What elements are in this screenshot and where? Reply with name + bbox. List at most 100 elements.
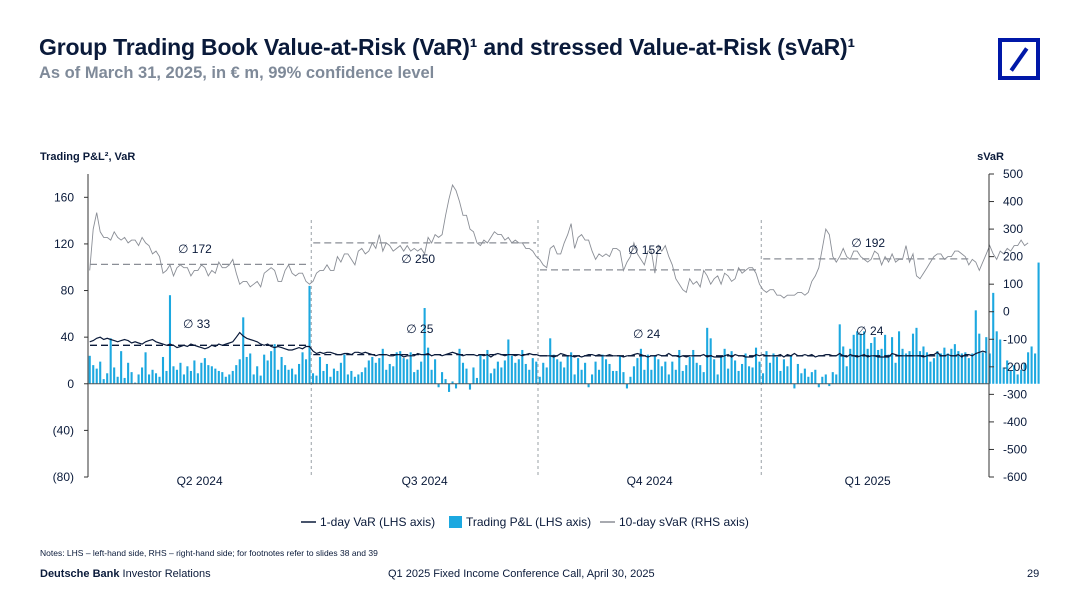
pnl-bar — [528, 369, 531, 384]
svar-average-label: ∅ 192 — [851, 236, 885, 250]
pnl-bar — [727, 368, 730, 384]
pnl-bar — [737, 370, 740, 384]
pnl-bar — [448, 383, 451, 392]
pnl-bar — [256, 366, 259, 384]
pnl-bar — [482, 359, 485, 384]
page-number: 29 — [1027, 568, 1040, 580]
pnl-bar — [350, 370, 353, 384]
pnl-bar — [437, 383, 440, 388]
pnl-bar — [559, 361, 562, 384]
pnl-bar — [374, 362, 377, 384]
pnl-bar — [1020, 369, 1023, 384]
pnl-bar — [249, 353, 252, 384]
pnl-bar — [106, 373, 109, 384]
pnl-bar — [667, 374, 670, 384]
pnl-bar — [985, 337, 988, 384]
pnl-bar — [489, 373, 492, 384]
pnl-bar — [165, 370, 168, 384]
quarter-label: Q4 2024 — [627, 474, 673, 488]
pnl-bar — [475, 377, 478, 384]
pnl-bar — [754, 347, 758, 384]
pnl-bar — [758, 361, 761, 384]
pnl-bar — [493, 368, 496, 384]
svar-average-label: ∅ 172 — [178, 242, 212, 256]
footer-brand: Deutsche Bank Investor Relations — [40, 568, 211, 580]
pnl-bar — [392, 366, 395, 384]
pnl-bar — [891, 337, 894, 384]
pnl-bar — [925, 352, 928, 384]
pnl-bar — [221, 372, 224, 384]
pnl-bar — [367, 360, 370, 384]
pnl-bar — [123, 377, 126, 384]
pnl-bar — [458, 348, 461, 384]
pnl-bar — [831, 372, 834, 384]
rhs-tick-label: 200 — [1003, 250, 1023, 264]
pnl-bar — [315, 375, 318, 384]
pnl-bar — [259, 375, 262, 384]
pnl-bar — [936, 351, 939, 384]
pnl-bar — [964, 352, 967, 384]
pnl-bar — [803, 368, 806, 384]
pnl-bar — [880, 348, 883, 384]
pnl-bar — [535, 361, 538, 384]
pnl-bar — [967, 358, 970, 384]
pnl-bar — [894, 362, 897, 384]
rhs-tick-label: 100 — [1003, 277, 1023, 291]
pnl-bar — [898, 331, 901, 384]
pnl-bar — [538, 376, 541, 384]
pnl-bar — [960, 353, 963, 384]
pnl-bar — [772, 353, 775, 384]
rhs-tick-label: -100 — [1003, 332, 1027, 346]
legend-var-label: 1-day VaR (LHS axis) — [320, 515, 435, 529]
pnl-bar — [1030, 346, 1033, 384]
page-subtitle: As of March 31, 2025, in € m, 99% confid… — [39, 64, 435, 82]
pnl-bar — [217, 370, 220, 384]
pnl-bar — [800, 373, 803, 384]
pnl-bar — [653, 355, 656, 384]
pnl-bar — [632, 366, 635, 384]
legend-pnl-swatch — [449, 516, 462, 528]
pnl-bar — [434, 359, 437, 384]
pnl-bar — [284, 365, 287, 384]
pnl-bar — [908, 351, 911, 384]
pnl-bar — [214, 368, 217, 384]
pnl-bar — [859, 333, 862, 384]
pnl-bar — [702, 372, 705, 384]
pnl-bar — [134, 382, 137, 384]
pnl-bar — [524, 363, 527, 384]
pnl-bar — [591, 374, 594, 384]
pnl-bar — [810, 372, 813, 384]
pnl-bar — [587, 383, 590, 388]
pnl-bar — [901, 348, 904, 384]
pnl-bar — [877, 349, 880, 384]
lhs-tick-label: 160 — [54, 190, 74, 204]
pnl-bar — [723, 348, 726, 384]
pnl-bar — [468, 383, 472, 390]
pnl-bar — [1027, 352, 1030, 384]
pnl-bar — [817, 383, 820, 388]
pnl-bar — [828, 383, 831, 387]
pnl-bar — [911, 333, 915, 384]
pnl-bar — [716, 374, 719, 384]
var-average-label: ∅ 25 — [406, 322, 433, 336]
lhs-axis-label: Trading P&L², VaR — [40, 151, 135, 163]
pnl-bar — [971, 353, 974, 384]
pnl-bar — [465, 368, 468, 384]
pnl-bar — [238, 359, 241, 384]
pnl-bar — [789, 355, 792, 384]
pnl-bar — [1016, 374, 1019, 384]
pnl-bar — [336, 370, 339, 384]
pnl-bar — [779, 370, 782, 384]
pnl-bar — [113, 367, 116, 384]
lhs-tick-label: 80 — [61, 284, 75, 298]
pnl-bar — [601, 354, 604, 384]
pnl-bar — [629, 376, 632, 384]
lhs-tick-label: 120 — [54, 237, 74, 251]
pnl-bar — [1037, 262, 1040, 384]
pnl-bar — [887, 354, 890, 384]
pnl-bar — [531, 358, 534, 384]
pnl-bar — [918, 351, 922, 384]
pnl-bar — [671, 361, 674, 384]
pnl-bar — [796, 363, 799, 384]
pnl-bar — [1006, 360, 1009, 384]
